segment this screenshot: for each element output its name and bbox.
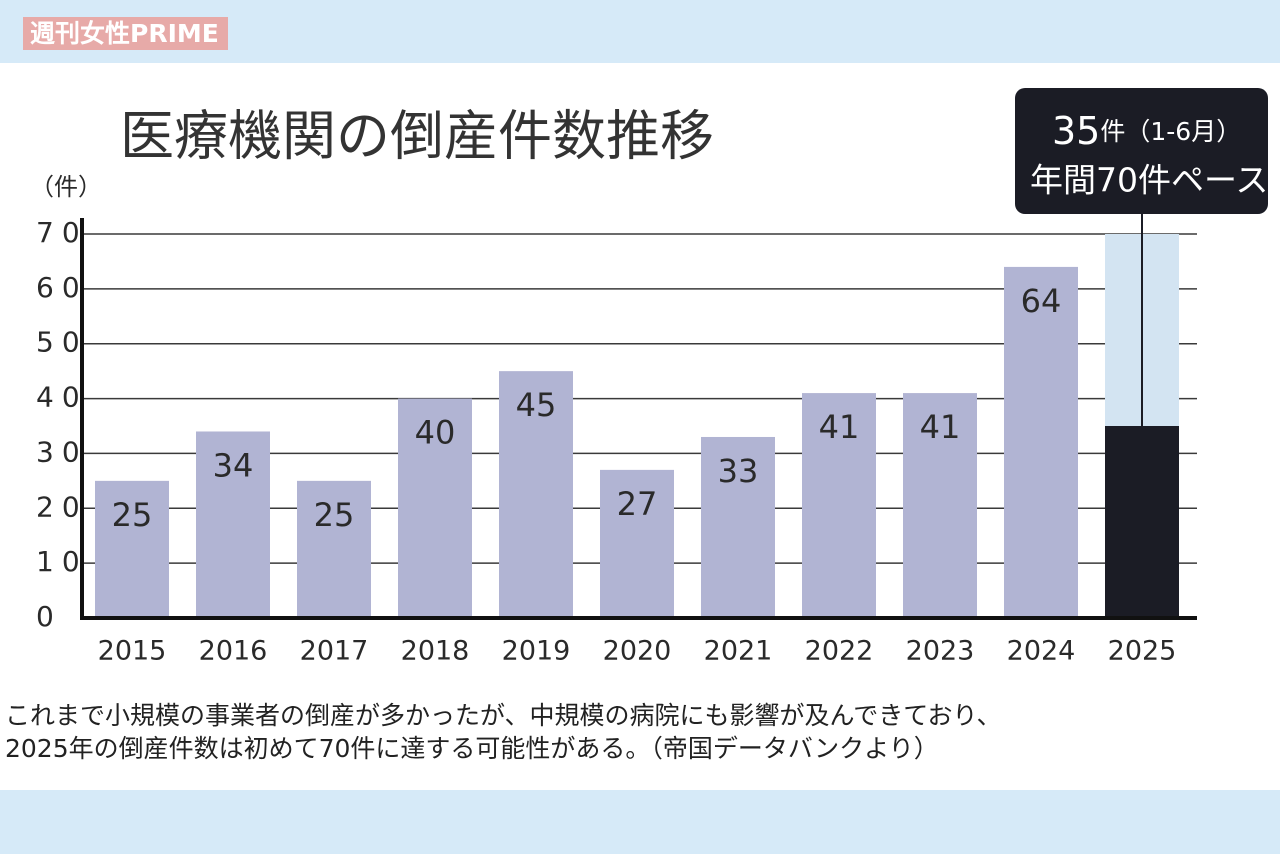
value-label: 41 bbox=[920, 408, 961, 446]
x-tick-label: 2024 bbox=[1007, 636, 1076, 667]
value-label: 25 bbox=[112, 496, 153, 534]
y-axis-label: （件） bbox=[30, 173, 102, 201]
x-tick-label: 2019 bbox=[502, 636, 571, 667]
value-label: 33 bbox=[718, 452, 759, 490]
y-tick-label: 20 bbox=[36, 490, 88, 523]
watermark-bg bbox=[23, 17, 228, 50]
annotation: 35件（1-6月） 年間70件ペース bbox=[1015, 88, 1268, 428]
value-label: 40 bbox=[415, 414, 456, 452]
annotation-box bbox=[1015, 88, 1268, 214]
annotation-number: 35 bbox=[1052, 109, 1100, 153]
x-tick-label: 2021 bbox=[704, 636, 773, 667]
x-tick-label: 2025 bbox=[1108, 636, 1177, 667]
y-tick-label: 30 bbox=[36, 435, 88, 468]
bar bbox=[1004, 266, 1078, 618]
annotation-line2: 年間70件ペース bbox=[1030, 161, 1268, 200]
value-label: 27 bbox=[617, 485, 658, 523]
y-tick-label: 10 bbox=[36, 545, 88, 578]
bar bbox=[499, 371, 573, 618]
bar bbox=[196, 431, 270, 618]
caption-line: これまで小規模の事業者の倒産が多かったが、中規模の病院にも影響が及んできており、 bbox=[5, 701, 1002, 730]
caption-line: 2025年の倒産件数は初めて70件に達する可能性がある。（帝国データバンクより） bbox=[5, 734, 939, 763]
bar bbox=[398, 398, 472, 618]
bar bbox=[802, 393, 876, 618]
value-label: 34 bbox=[213, 446, 254, 484]
value-label: 25 bbox=[314, 496, 355, 534]
value-label: 45 bbox=[516, 386, 557, 424]
value-label: 64 bbox=[1021, 282, 1062, 320]
y-tick-label: 70 bbox=[36, 216, 88, 249]
bar bbox=[1105, 426, 1179, 618]
x-tick-label: 2015 bbox=[98, 636, 167, 667]
y-tick-label: 50 bbox=[36, 326, 88, 359]
watermark: 週刊女性PRIME bbox=[30, 19, 219, 48]
x-tick-label: 2023 bbox=[906, 636, 975, 667]
x-tick-label: 2018 bbox=[401, 636, 470, 667]
bottom-band bbox=[0, 790, 1280, 854]
x-tick-label: 2022 bbox=[805, 636, 874, 667]
annotation-unit: 件（1-6月） bbox=[1100, 117, 1241, 146]
bar bbox=[701, 436, 775, 618]
x-tick-label: 2016 bbox=[199, 636, 268, 667]
y-tick-label: 60 bbox=[36, 271, 88, 304]
bar bbox=[600, 469, 674, 618]
bar bbox=[297, 480, 371, 618]
bar bbox=[903, 393, 977, 618]
y-tick-label: 0 bbox=[36, 600, 62, 633]
chart-title: 医療機関の倒産件数推移 bbox=[120, 105, 714, 168]
plot: 0 10 20 30 40 50 60 70 2015 25 2016 34 2017 25 2018 40 2… bbox=[36, 216, 1197, 667]
bar bbox=[95, 480, 169, 618]
x-tick-label: 2017 bbox=[300, 636, 369, 667]
x-tick-label: 2020 bbox=[603, 636, 672, 667]
y-tick-label: 40 bbox=[36, 381, 88, 414]
value-label: 41 bbox=[819, 408, 860, 446]
annotation-value: 35件（1-6月） bbox=[1052, 109, 1241, 153]
